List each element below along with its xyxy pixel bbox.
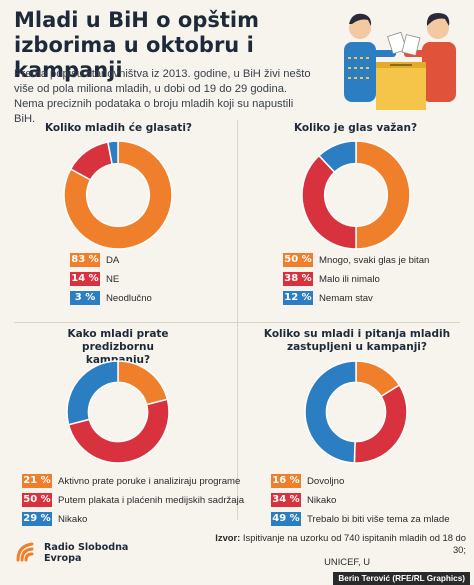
page-title: Mladi u BiH o opštim izborima u oktobru … — [14, 8, 259, 82]
legend-row: 83 % DA — [70, 251, 152, 269]
legend-label: Aktivno prate poruke i analiziraju progr… — [58, 475, 241, 487]
legend-row: 38 % Malo ili nimalo — [283, 270, 429, 288]
legend-row: 34 % Nikako — [271, 491, 450, 509]
legend-row: 21 % Aktivno prate poruke i analiziraju p… — [22, 472, 244, 490]
legend-row: 29 % Nikako — [22, 510, 244, 528]
legend-pct: 83 % — [70, 253, 100, 267]
legend-row: 14 % NE — [70, 270, 152, 288]
legend-label: Nikako — [58, 513, 88, 525]
source-line-2: UNICEF, U — [324, 556, 370, 567]
source-note: Izvor: Ispitivanje na uzorku od 740 ispi… — [214, 532, 466, 568]
rse-logo-icon — [16, 542, 34, 562]
graphics-credit: Berin Terović (RFE/RL Graphics) — [333, 572, 470, 585]
source-label: Izvor: — [215, 532, 241, 543]
legend-pct: 38 % — [283, 272, 313, 286]
legend-label: Dovoljno — [307, 475, 345, 487]
legend-label: Putem plakata i plaćenih medijskih sadrž… — [58, 494, 245, 506]
legend-label: Nikako — [307, 494, 337, 506]
legend-pct: 14 % — [70, 272, 100, 286]
logo-line-2: Evropa — [44, 553, 82, 564]
divider-vertical — [237, 120, 238, 520]
donut-slice-1 — [117, 360, 169, 406]
legend-row: 3 % Neodlučno — [70, 289, 152, 307]
voting-illustration — [344, 13, 456, 110]
donut-slice-3 — [107, 140, 119, 166]
donut-slice-3 — [66, 360, 119, 426]
legend-pct: 3 % — [70, 291, 100, 305]
chart-2-title: Koliko je glas važan? — [293, 122, 418, 134]
chart-1-donut — [63, 140, 173, 250]
chart-3-legend: 21 % Aktivno prate poruke i analiziraju p… — [22, 472, 244, 529]
chart-3-donut — [66, 360, 170, 464]
chart-2-donut — [301, 140, 411, 250]
legend-pct: 29 % — [22, 512, 52, 526]
chart-4-title: Koliko su mladi i pitanja mladih zastupl… — [263, 328, 451, 353]
legend-pct: 50 % — [22, 493, 52, 507]
legend-label: Mnogo, svaki glas je bitan — [319, 254, 430, 266]
legend-pct: 16 % — [271, 474, 301, 488]
legend-label: Nemam stav — [319, 292, 373, 304]
legend-row: 50 % Putem plakata i plaćenih medijskih s… — [22, 491, 244, 509]
rse-logo: Radio Slobodna Evropa — [14, 540, 134, 580]
chart-4-donut — [304, 360, 408, 464]
legend-row: 50 % Mnogo, svaki glas je bitan — [283, 251, 429, 269]
source-text: Ispitivanje na uzorku od 740 ispitanih m… — [242, 532, 466, 555]
chart-2-legend: 50 % Mnogo, svaki glas je bitan 38 % Malo … — [283, 251, 429, 308]
footer: Radio Slobodna Evropa Izvor: Ispitivanje… — [0, 524, 474, 585]
legend-pct: 12 % — [283, 291, 313, 305]
chart-1-legend: 83 % DA 14 % NE 3 % Neodlučno — [70, 251, 152, 308]
legend-pct: 21 % — [22, 474, 52, 488]
legend-label: Trebalo bi biti više tema za mlade — [307, 513, 450, 525]
donut-slice-1 — [355, 140, 411, 250]
legend-label: Malo ili nimalo — [319, 273, 380, 285]
intro-text: Prema popisu stanovništva iz 2013. godin… — [14, 68, 311, 125]
rse-logo-text: Radio Slobodna Evropa — [44, 542, 128, 564]
donut-slice-3 — [304, 360, 357, 464]
legend-label: NE — [106, 273, 120, 285]
chart-4-legend: 16 % Dovoljno 34 % Nikako 49 % Trebalo bi b… — [271, 472, 450, 529]
legend-row: 12 % Nemam stav — [283, 289, 429, 307]
donut-slice-2 — [301, 154, 357, 250]
donut-slice-2 — [353, 384, 408, 464]
donut-slice-1 — [63, 140, 173, 250]
donut-slice-2 — [67, 398, 170, 464]
legend-row: 16 % Dovoljno — [271, 472, 450, 490]
logo-line-1: Radio Slobodna — [44, 542, 129, 553]
legend-pct: 49 % — [271, 512, 301, 526]
legend-label: DA — [106, 254, 120, 266]
legend-row: 49 % Trebalo bi biti više tema za mlade — [271, 510, 450, 528]
legend-pct: 50 % — [283, 253, 313, 267]
legend-label: Neodlučno — [106, 292, 152, 304]
donut-slice-3 — [317, 140, 357, 174]
chart-1-title: Koliko mladih će glasati? — [44, 122, 193, 134]
legend-pct: 34 % — [271, 493, 301, 507]
